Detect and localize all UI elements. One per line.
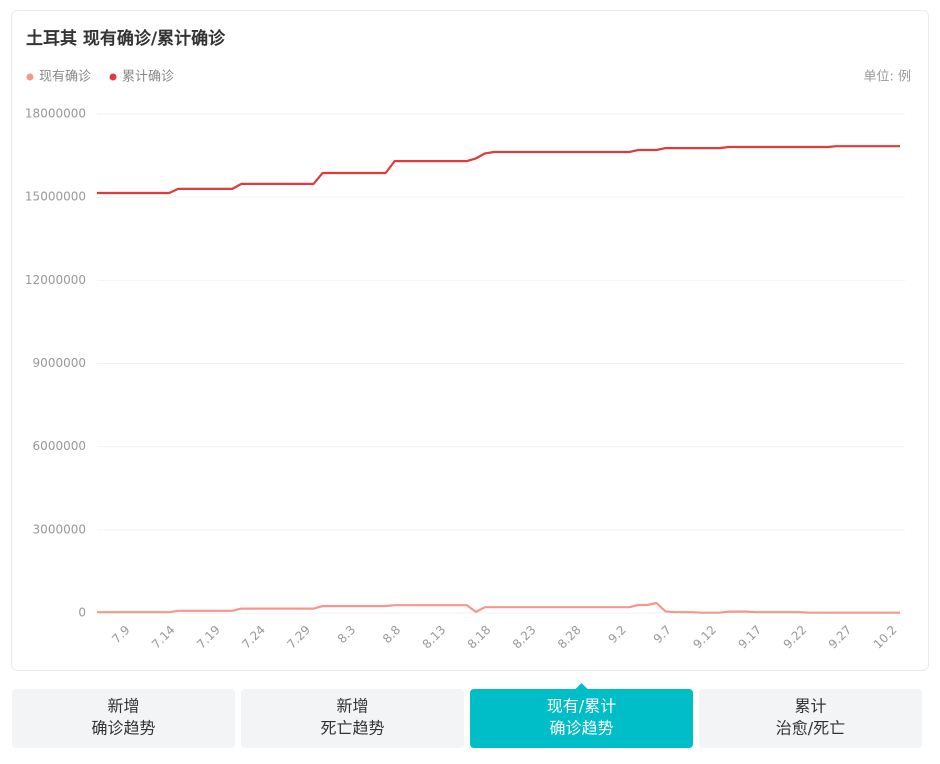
legend-label: 现有确诊 <box>39 70 91 85</box>
tab-label: 死亡趋势 <box>320 719 384 738</box>
tab-label: 累计 <box>794 697 826 716</box>
legend-label: 累计确诊 <box>122 70 174 85</box>
card <box>11 10 929 671</box>
tab-label: 新增 <box>336 697 368 716</box>
series-line <box>97 145 900 195</box>
tab[interactable] <box>699 689 922 748</box>
legend-marker <box>26 73 34 81</box>
tab-label: 新增 <box>107 697 139 716</box>
y-tick-label: 15000000 <box>25 190 86 204</box>
tab[interactable] <box>241 689 464 748</box>
y-tick-label: 18000000 <box>25 107 86 121</box>
legend-marker <box>109 73 117 81</box>
tab[interactable] <box>12 689 235 748</box>
y-tick-label: 3000000 <box>33 522 86 536</box>
tab[interactable] <box>470 689 693 748</box>
tab-label: 确诊趋势 <box>91 719 155 738</box>
y-tick-label: 9000000 <box>33 356 86 370</box>
y-tick-label: 12000000 <box>25 273 86 287</box>
series-line <box>97 601 900 614</box>
tab-label: 现有/累计 <box>547 697 616 716</box>
unit-label: 单位: 例 <box>863 70 911 85</box>
y-tick-label: 0 <box>78 606 86 620</box>
chart-title: 土耳其 现有确诊/累计确诊 <box>26 28 226 49</box>
y-tick-label: 6000000 <box>33 439 86 453</box>
tab-label: 治愈/死亡 <box>776 719 845 738</box>
tab-pointer <box>575 683 588 689</box>
tab-label: 确诊趋势 <box>549 719 613 738</box>
